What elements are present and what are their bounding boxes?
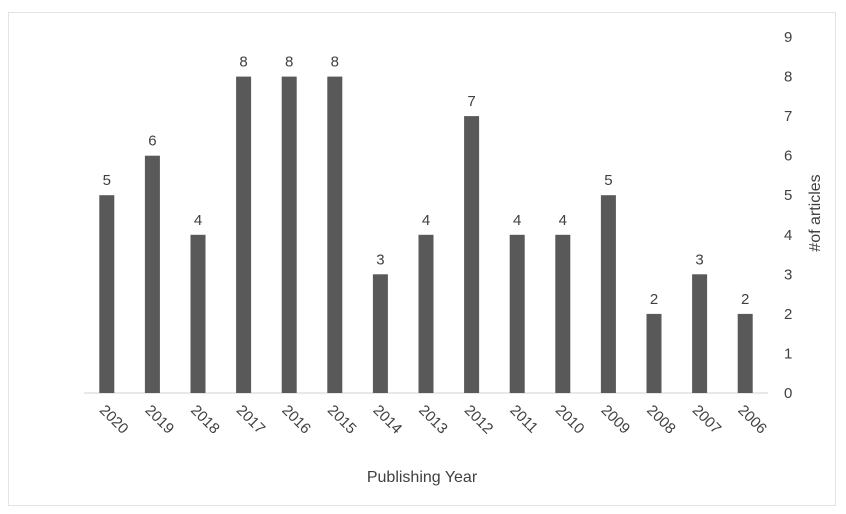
bar-2006 bbox=[737, 313, 753, 393]
bar-2013 bbox=[418, 234, 434, 393]
data-label-2019: 6 bbox=[148, 133, 156, 150]
y-tick-1: 1 bbox=[784, 345, 792, 362]
bar-2008 bbox=[646, 313, 662, 393]
y-tick-7: 7 bbox=[784, 108, 792, 125]
x-tick-2008: 2008 bbox=[643, 402, 679, 438]
y-tick-4: 4 bbox=[784, 227, 792, 244]
data-label-2017: 8 bbox=[239, 54, 247, 71]
bar-2009 bbox=[600, 195, 616, 393]
x-tick-2015: 2015 bbox=[324, 402, 360, 438]
x-tick-2006: 2006 bbox=[734, 402, 770, 438]
y-tick-5: 5 bbox=[784, 187, 792, 204]
x-tick-2018: 2018 bbox=[187, 402, 223, 438]
y-tick-0: 0 bbox=[784, 385, 792, 402]
x-tick-2013: 2013 bbox=[415, 402, 451, 438]
y-tick-8: 8 bbox=[784, 69, 792, 86]
x-tick-2014: 2014 bbox=[370, 402, 406, 438]
bars-group bbox=[99, 76, 753, 393]
data-label-2010: 4 bbox=[559, 212, 567, 229]
data-label-2012: 7 bbox=[467, 93, 475, 110]
data-label-2009: 5 bbox=[604, 172, 612, 189]
data-label-2008: 2 bbox=[650, 291, 658, 308]
bar-2012 bbox=[464, 116, 480, 393]
x-tick-labels-group: 2020 2019 2018 2017 2016 2015 2014 2013 2012 2011… bbox=[96, 402, 770, 438]
bar-2018 bbox=[190, 234, 206, 393]
x-tick-2007: 2007 bbox=[689, 402, 725, 438]
data-labels-group: 5 6 4 8 8 8 3 4 7 4 4 5 2 3 2 bbox=[103, 54, 750, 308]
bar-2011 bbox=[509, 234, 525, 393]
y-tick-9: 9 bbox=[784, 29, 792, 46]
x-tick-2017: 2017 bbox=[233, 402, 269, 438]
x-tick-2016: 2016 bbox=[278, 402, 314, 438]
x-tick-2011: 2011 bbox=[506, 402, 541, 437]
data-label-2013: 4 bbox=[422, 212, 430, 229]
data-label-2015: 8 bbox=[331, 54, 339, 71]
data-label-2007: 3 bbox=[695, 251, 703, 268]
bar-2015 bbox=[327, 76, 343, 393]
x-tick-2020: 2020 bbox=[96, 402, 132, 438]
data-label-2018: 4 bbox=[194, 212, 202, 229]
bar-2010 bbox=[555, 234, 571, 393]
x-tick-2019: 2019 bbox=[142, 402, 178, 438]
y-axis-title: #of articles bbox=[807, 174, 824, 251]
y-tick-6: 6 bbox=[784, 148, 792, 165]
x-tick-2009: 2009 bbox=[598, 402, 634, 438]
data-label-2020: 5 bbox=[103, 172, 111, 189]
x-tick-2012: 2012 bbox=[461, 402, 497, 438]
bar-2007 bbox=[692, 274, 708, 393]
data-label-2014: 3 bbox=[376, 251, 384, 268]
y-tick-labels-group: 0 1 2 3 4 5 6 7 8 9 bbox=[784, 29, 792, 402]
x-tick-2010: 2010 bbox=[552, 402, 588, 438]
x-axis-title: Publishing Year bbox=[367, 469, 478, 486]
bar-2019 bbox=[144, 155, 160, 393]
bar-2017 bbox=[236, 76, 252, 393]
data-label-2016: 8 bbox=[285, 54, 293, 71]
data-label-2006: 2 bbox=[741, 291, 749, 308]
y-tick-2: 2 bbox=[784, 306, 792, 323]
y-tick-3: 3 bbox=[784, 266, 792, 283]
bar-2014 bbox=[372, 274, 388, 393]
bar-2016 bbox=[281, 76, 297, 393]
bar-2020 bbox=[99, 195, 115, 393]
data-label-2011: 4 bbox=[513, 212, 521, 229]
